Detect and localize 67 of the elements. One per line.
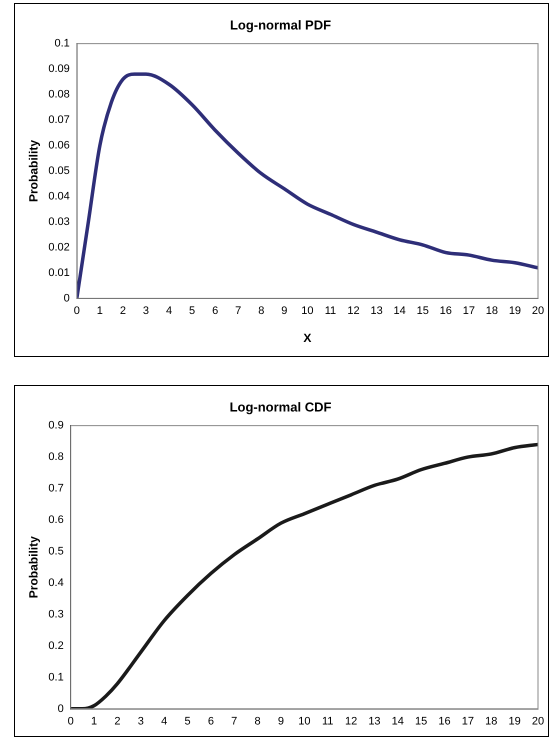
x-tick-label: 12 <box>347 305 360 318</box>
y-axis-title: Probability <box>26 536 41 598</box>
x-axis-title: X <box>303 331 312 346</box>
x-tick-label: 18 <box>485 715 498 728</box>
x-tick-label: 19 <box>508 305 522 318</box>
y-tick-label: 0.9 <box>48 420 64 432</box>
x-tick-label: 16 <box>438 715 451 728</box>
y-tick-label: 0.06 <box>48 140 70 152</box>
y-tick-label: 0.1 <box>54 38 70 50</box>
x-tick-label: 10 <box>298 715 310 728</box>
chart-title: Log-normal CDF <box>230 399 332 414</box>
x-tick-label: 3 <box>138 715 144 728</box>
x-tick-label: 11 <box>324 305 336 318</box>
chart-title: Log-normal PDF <box>230 17 332 32</box>
x-tick-label: 4 <box>166 305 172 318</box>
y-tick-label: 0.09 <box>48 63 70 76</box>
y-tick-label: 0.02 <box>48 241 70 254</box>
y-tick-label: 0 <box>58 702 64 715</box>
x-tick-label: 6 <box>208 715 214 728</box>
y-tick-label: 0.4 <box>48 576 64 589</box>
y-tick-label: 0.03 <box>48 216 70 228</box>
x-tick-label: 2 <box>114 715 120 728</box>
y-axis-title: Probability <box>26 140 41 202</box>
x-tick-label: 3 <box>142 305 150 318</box>
y-tick-label: 0.04 <box>48 190 70 203</box>
y-tick-label: 0.07 <box>48 114 70 126</box>
x-tick-label: 0 <box>74 305 80 318</box>
x-tick-label: 8 <box>258 305 264 318</box>
x-tick-label: 14 <box>394 305 406 318</box>
x-tick-label: 1 <box>96 305 103 318</box>
x-tick-label: 20 <box>532 305 544 318</box>
x-tick-label: 10 <box>301 305 314 318</box>
x-tick-label: 14 <box>392 715 404 728</box>
x-tick-label: 7 <box>231 715 238 728</box>
x-tick-label: 7 <box>235 305 242 318</box>
x-tick-label: 17 <box>462 305 475 318</box>
y-tick-label: 0.6 <box>48 514 64 526</box>
x-tick-label: 2 <box>120 305 126 318</box>
y-tick-label: 0.1 <box>48 671 64 684</box>
y-tick-label: 0.01 <box>48 266 70 279</box>
x-tick-label: 1 <box>90 715 98 728</box>
x-tick-label: 18 <box>486 305 498 318</box>
x-tick-label: 19 <box>508 715 521 728</box>
x-tick-label: 8 <box>254 715 261 728</box>
x-tick-label: 6 <box>212 305 218 318</box>
y-tick-label: 0.3 <box>48 608 64 620</box>
x-tick-label: 9 <box>278 715 284 728</box>
y-tick-label: 0.05 <box>48 165 70 178</box>
y-tick-label: 0 <box>64 292 70 304</box>
y-tick-label: 0.8 <box>48 451 64 464</box>
x-tick-label: 4 <box>161 715 168 728</box>
x-tick-label: 13 <box>370 305 383 318</box>
x-tick-label: 9 <box>281 305 288 318</box>
y-tick-label: 0.08 <box>48 88 70 101</box>
x-tick-label: 17 <box>462 715 474 728</box>
x-tick-label: 15 <box>416 305 429 318</box>
x-tick-label: 12 <box>344 715 358 728</box>
y-tick-label: 0.2 <box>48 640 64 652</box>
x-tick-label: 5 <box>189 305 196 318</box>
x-tick-label: 20 <box>532 715 544 728</box>
x-tick-label: 13 <box>368 715 381 728</box>
x-tick-label: 5 <box>184 715 191 728</box>
x-tick-label: 11 <box>322 715 334 728</box>
y-tick-label: 0.7 <box>48 482 64 495</box>
y-tick-label: 0.5 <box>48 546 64 558</box>
x-tick-label: 15 <box>415 715 428 728</box>
x-tick-label: 16 <box>440 305 452 318</box>
